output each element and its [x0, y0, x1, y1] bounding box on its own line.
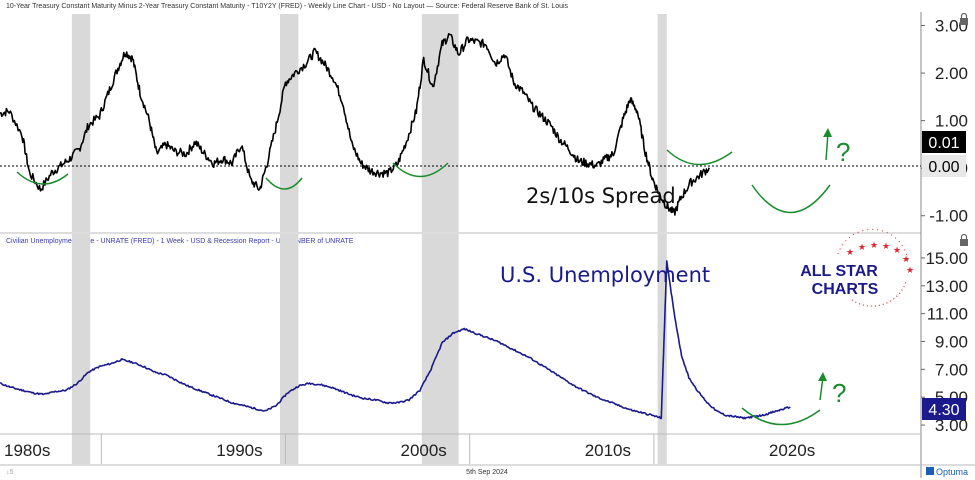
lock-icon-top[interactable] [960, 12, 968, 26]
question-mark-bottom: ? [832, 378, 846, 408]
value-label-unemployment-last: 4.30 [928, 402, 959, 419]
value-label-spread-last: 0.01 [928, 135, 959, 152]
value-box-spread-zero [922, 155, 966, 177]
date-label: 5th Sep 2024 [466, 469, 508, 476]
y-tick-label-bottom-1: 13.00 [925, 277, 968, 296]
star-icon: ★ [858, 243, 866, 253]
all-star-charts-logo: ★ ★ ★ ★ ★ ★ ★ ALL STAR CHARTS [800, 228, 914, 307]
unemployment-series-line [0, 260, 791, 420]
annotation-arc-5 [751, 184, 831, 214]
x-axis-labels: 1980s 1990s 2000s 2010s 2020s [0, 433, 921, 464]
recession-band-bottom-1 [279, 234, 299, 464]
annotation-arc-bottom [741, 407, 821, 426]
logo-text-line1: ALL STAR [800, 263, 878, 280]
star-icon: ★ [882, 242, 890, 252]
y-tick-label-top-0: 3.00 [935, 17, 968, 36]
recession-band-bottom-0 [71, 234, 91, 464]
star-icon: ★ [906, 266, 914, 276]
recession-band-top-0 [71, 14, 91, 232]
x-tick-label-4: 2020s [769, 441, 815, 460]
star-icon: ★ [902, 255, 910, 265]
annotation-arc-2 [265, 177, 303, 190]
recession-band-top-1 [279, 14, 299, 232]
value-box-unemployment-last [922, 398, 966, 420]
chart-header-unemployment: Civilian Unemployment Rate - UNRATE (FRE… [6, 238, 354, 245]
x-tick-label-2: 2000s [400, 441, 446, 460]
value-label-spread-zero: 0.00 [928, 159, 959, 176]
logo-star-arc-bottom [851, 281, 907, 307]
y-tick-label-top-2: 1.00 [935, 112, 968, 131]
y-tick-label-top-4: -1.00 [929, 207, 968, 226]
y-tick-label-bottom-3: 9.00 [935, 332, 968, 351]
logo-text-line2: CHARTS [812, 281, 879, 298]
optuma-brand: Optuma [926, 467, 968, 477]
annotation-arc-3 [392, 162, 449, 178]
arrow-up-icon-bottom [818, 372, 827, 401]
x-tick-label-3: 2010s [585, 441, 631, 460]
annotation-arc-1 [16, 171, 69, 185]
y-tick-label-bottom-4: 7.00 [935, 360, 968, 379]
recession-band-bottom-3 [657, 234, 667, 464]
question-mark-top: ? [836, 137, 850, 167]
y-tick-label-bottom-6: 3.00 [935, 416, 968, 435]
star-icon: ★ [870, 241, 878, 251]
optuma-label: Optuma [936, 467, 968, 477]
spread-series-line [0, 33, 710, 216]
y-axis-ticks-top: 3.00 2.00 1.00 0.00 -1.00 [921, 17, 968, 226]
arrow-up-icon-top [823, 128, 832, 161]
value-box-spread-last [922, 131, 966, 153]
chart-header-spread: 10-Year Treasury Constant Maturity Minus… [6, 3, 569, 10]
x-tick-label-1: 1990s [216, 441, 262, 460]
annotation-arcs-top [16, 149, 831, 214]
unemployment-annotation: U.S. Unemployment [500, 263, 710, 287]
star-icon: ★ [893, 246, 901, 256]
footer-small-label: ↓5 [6, 469, 14, 476]
x-tick-label-0: 1980s [4, 441, 50, 460]
lock-icon-bottom[interactable] [960, 233, 968, 247]
recession-shading-bottom [71, 234, 667, 464]
y-tick-label-bottom-2: 11.00 [927, 305, 968, 324]
optuma-logo-icon [926, 467, 934, 475]
y-tick-label-top-1: 2.00 [935, 64, 968, 83]
recession-band-top-3 [657, 14, 667, 232]
annotation-arc-4 [666, 149, 733, 166]
logo-stars: ★ ★ ★ ★ ★ ★ ★ [846, 241, 914, 276]
spread-annotation: 2s/10s Spread [526, 184, 676, 208]
star-icon: ★ [846, 248, 854, 258]
y-tick-label-bottom-0: 15.00 [925, 249, 968, 268]
